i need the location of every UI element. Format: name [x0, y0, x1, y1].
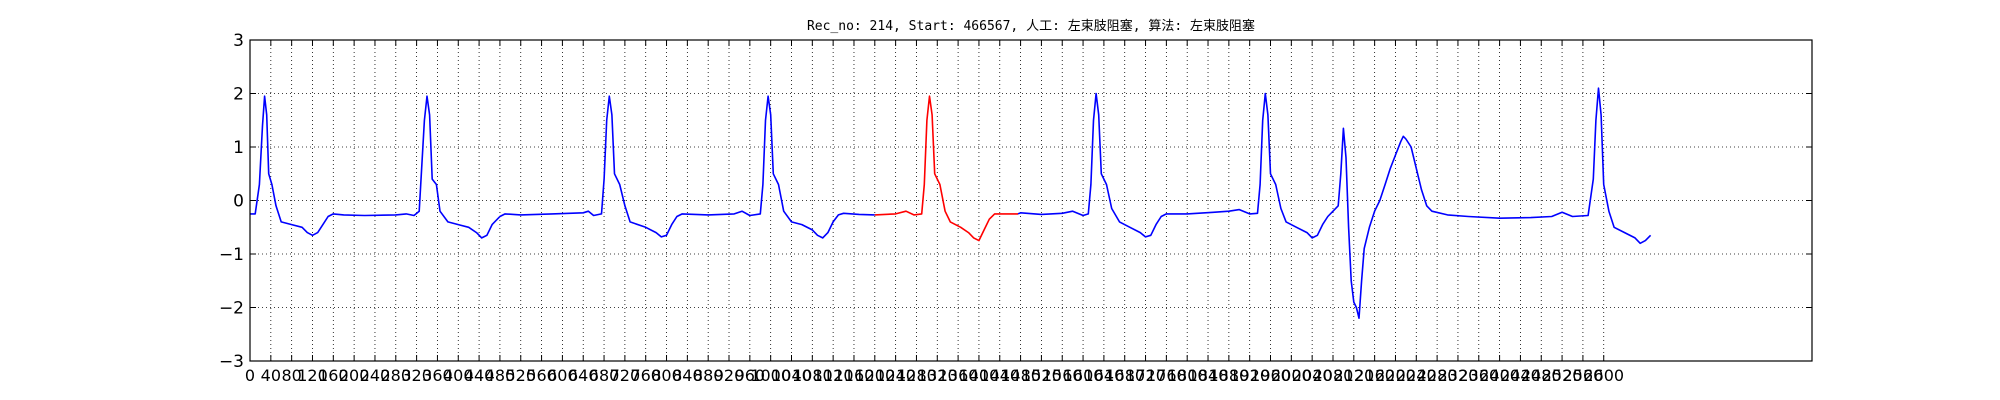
x-tick-label: 2280	[1417, 366, 1458, 385]
x-tick-label: 1320	[917, 366, 958, 385]
x-tick-label: 1280	[896, 366, 937, 385]
x-tick-label: 600	[547, 366, 578, 385]
x-tick-label: 840	[672, 366, 703, 385]
x-tick-label: 680	[589, 366, 620, 385]
x-tick-label: 720	[610, 366, 641, 385]
x-tick-label: 1200	[854, 366, 895, 385]
x-tick-label: 40	[261, 366, 281, 385]
x-tick-label: 1880	[1208, 366, 1249, 385]
x-tick-label: 1160	[834, 366, 875, 385]
x-tick-label: 200	[339, 366, 370, 385]
x-tick-label: 1080	[792, 366, 833, 385]
x-tick-label: 0	[245, 366, 255, 385]
y-tick-label: 3	[233, 31, 244, 51]
x-tick-label: 1240	[875, 366, 916, 385]
x-tick-label: 2440	[1500, 366, 1541, 385]
x-tick-label: 640	[568, 366, 599, 385]
x-tick-label: 80	[281, 366, 301, 385]
x-tick-label: 1560	[1042, 366, 1083, 385]
x-tick-label: 1720	[1125, 366, 1166, 385]
x-tick-label: 1120	[813, 366, 854, 385]
x-tick-label: 2520	[1542, 366, 1583, 385]
x-tick-label: 1600	[1063, 366, 1104, 385]
x-tick-label: 920	[714, 366, 745, 385]
x-tick-label: 1440	[979, 366, 1020, 385]
x-tick-label: 800	[651, 366, 682, 385]
x-tick-label: 2320	[1438, 366, 1479, 385]
grid-layer	[249, 39, 1812, 362]
x-tick-label: 1920	[1229, 366, 1270, 385]
x-tick-label: 360	[422, 366, 453, 385]
ecg-trace-segment	[874, 95, 1018, 242]
series-layer	[250, 87, 1652, 319]
y-tick-label: 2	[233, 85, 244, 105]
x-tick-label: 480	[485, 366, 516, 385]
y-tick-label: −2	[219, 299, 244, 319]
x-tick-label: 160	[318, 366, 349, 385]
x-tick-label: 1840	[1188, 366, 1229, 385]
x-tick-label: 1400	[959, 366, 1000, 385]
x-tick-label: 1640	[1084, 366, 1125, 385]
x-tick-label: 2560	[1563, 366, 1604, 385]
x-tick-label: 760	[630, 366, 661, 385]
x-tick-label: 2600	[1583, 366, 1624, 385]
x-tick-label: 2040	[1292, 366, 1333, 385]
x-tick-label: 320	[401, 366, 432, 385]
x-tick-label: 1520	[1021, 366, 1062, 385]
x-tick-label: 1000	[750, 366, 791, 385]
x-tick-label: 400	[443, 366, 474, 385]
x-tick-label: 2080	[1313, 366, 1354, 385]
x-tick-label: 2360	[1458, 366, 1499, 385]
y-tick-label: 1	[233, 138, 244, 158]
x-tick-label: 960	[735, 366, 766, 385]
y-tick-label: −1	[219, 245, 244, 265]
x-tick-label: 440	[464, 366, 495, 385]
x-tick-label: 1760	[1146, 366, 1187, 385]
x-tick-label: 1360	[938, 366, 979, 385]
x-tick-label: 520	[505, 366, 536, 385]
x-tick-label: 2200	[1375, 366, 1416, 385]
x-tick-label: 2240	[1396, 366, 1437, 385]
x-tick-label: 240	[360, 366, 391, 385]
x-tick-label: 280	[381, 366, 412, 385]
x-tick-label: 2480	[1521, 366, 1562, 385]
x-tick-label: 1960	[1250, 366, 1291, 385]
ecg-trace-segment	[1017, 87, 1652, 319]
y-tick-label: 0	[233, 192, 244, 212]
x-tick-label: 1800	[1167, 366, 1208, 385]
y-axis-ticks: −3 −2 −1 0 1 2 3	[219, 31, 1812, 372]
chart-title: Rec_no: 214, Start: 466567, 人工: 左束肢阻塞, 算…	[807, 18, 1255, 34]
x-tick-label: 2120	[1333, 366, 1374, 385]
x-tick-label: 1480	[1000, 366, 1041, 385]
x-axis-ticks: 0 40 8012016020024028032036040044048052056…	[245, 40, 1624, 385]
x-tick-label: 1680	[1104, 366, 1145, 385]
x-tick-label: 2400	[1479, 366, 1520, 385]
ecg-trace-segment	[250, 95, 875, 239]
x-tick-label: 2000	[1271, 366, 1312, 385]
x-tick-label: 1040	[771, 366, 812, 385]
x-tick-label: 560	[526, 366, 557, 385]
x-tick-label: 880	[693, 366, 724, 385]
y-tick-label: −3	[219, 352, 244, 372]
x-tick-label: 120	[297, 366, 328, 385]
x-tick-label: 2160	[1354, 366, 1395, 385]
